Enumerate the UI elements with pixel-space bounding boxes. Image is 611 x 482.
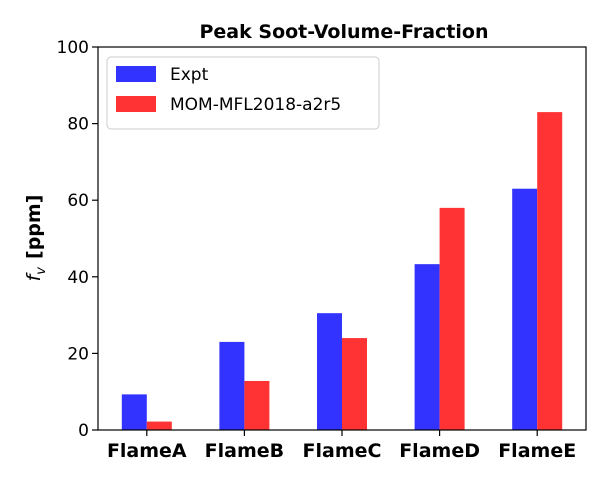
chart-title: Peak Soot-Volume-Fraction xyxy=(200,21,489,43)
y-tick-label: 0 xyxy=(78,421,89,441)
y-tick-label: 20 xyxy=(67,344,89,364)
bar-expt-flamed xyxy=(414,264,440,430)
bar-mom-flameb xyxy=(244,380,270,430)
legend-swatch-expt xyxy=(116,66,156,82)
y-tick-label: 100 xyxy=(57,38,89,58)
y-axis-label-subscript: v xyxy=(34,267,49,275)
bar-mom-flamec xyxy=(342,338,367,430)
x-tick-label: FlameE xyxy=(498,440,576,462)
legend: Expt MOM-MFL2018-a2r5 xyxy=(106,56,380,130)
x-tick-label: FlameC xyxy=(303,440,382,462)
legend-swatch-mom xyxy=(116,96,156,112)
legend-box xyxy=(106,56,380,130)
bar-mom-flamea xyxy=(146,421,172,430)
x-tick-label: FlameB xyxy=(205,440,284,462)
bar-mom-flamed xyxy=(439,207,465,430)
y-tick-label: 60 xyxy=(67,191,89,211)
x-tick-label: FlameD xyxy=(399,440,480,462)
y-axis-label-unit: [ppm] xyxy=(23,195,45,259)
y-tick-label: 40 xyxy=(67,268,89,288)
bar-expt-flamee xyxy=(512,188,538,430)
y-axis-label-symbol: f xyxy=(23,271,45,281)
x-axis-ticks: FlameA FlameB FlameC FlameD FlameE xyxy=(107,430,576,462)
y-tick-label: 80 xyxy=(67,115,89,135)
bar-expt-flameb xyxy=(219,341,245,430)
x-tick-label: FlameA xyxy=(107,440,187,462)
bar-expt-flamea xyxy=(121,394,147,430)
svg-text:fv[ppm]: fv [ppm] xyxy=(23,195,49,282)
y-axis-label: fv [ppm] xyxy=(23,195,49,282)
y-axis-ticks: 0 20 40 60 80 100 xyxy=(57,38,98,441)
legend-label-mom: MOM-MFL2018-a2r5 xyxy=(170,95,341,115)
bar-expt-flamec xyxy=(317,313,342,430)
bars-layer xyxy=(121,112,563,431)
bar-mom-flamee xyxy=(537,112,563,431)
plot-frame xyxy=(97,46,587,431)
legend-label-expt: Expt xyxy=(170,65,209,85)
